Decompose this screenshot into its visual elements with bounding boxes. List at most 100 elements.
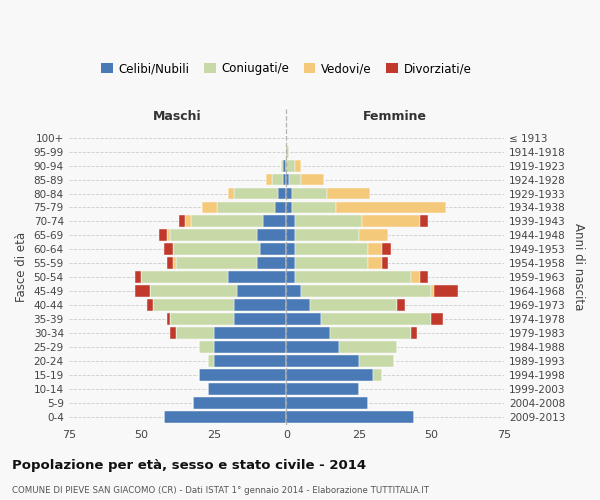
Bar: [420, 272, 428, 283]
Bar: [286, 411, 414, 422]
Bar: [286, 146, 289, 158]
Bar: [431, 286, 434, 297]
Bar: [359, 230, 388, 241]
Bar: [373, 369, 382, 381]
Bar: [420, 216, 428, 228]
Bar: [283, 174, 286, 186]
Legend: Celibi/Nubili, Coniugati/e, Vedovi/e, Divorziati/e: Celibi/Nubili, Coniugati/e, Vedovi/e, Di…: [96, 58, 476, 80]
Text: Femmine: Femmine: [363, 110, 427, 122]
Bar: [173, 244, 260, 256]
Bar: [286, 327, 330, 339]
Bar: [338, 341, 397, 353]
Bar: [167, 258, 173, 269]
Bar: [289, 174, 301, 186]
Bar: [286, 286, 301, 297]
Bar: [191, 216, 263, 228]
Bar: [136, 272, 141, 283]
Bar: [295, 258, 368, 269]
Bar: [286, 174, 289, 186]
Bar: [170, 230, 257, 241]
Bar: [217, 202, 275, 213]
Bar: [368, 244, 382, 256]
Bar: [292, 188, 327, 200]
Bar: [228, 188, 234, 200]
Bar: [158, 230, 167, 241]
Bar: [292, 202, 335, 213]
Bar: [431, 313, 443, 325]
Bar: [278, 188, 286, 200]
Bar: [208, 383, 286, 395]
Bar: [170, 313, 234, 325]
Bar: [286, 216, 295, 228]
Bar: [260, 244, 286, 256]
Bar: [234, 299, 286, 311]
Bar: [310, 299, 397, 311]
Bar: [214, 341, 286, 353]
Bar: [199, 341, 214, 353]
Bar: [173, 258, 176, 269]
Y-axis label: Fasce di età: Fasce di età: [15, 232, 28, 302]
Bar: [164, 244, 173, 256]
Bar: [368, 258, 382, 269]
Bar: [335, 202, 446, 213]
Bar: [295, 244, 368, 256]
Y-axis label: Anni di nascita: Anni di nascita: [572, 223, 585, 310]
Bar: [150, 286, 237, 297]
Bar: [295, 216, 362, 228]
Bar: [286, 369, 373, 381]
Bar: [257, 258, 286, 269]
Bar: [411, 327, 417, 339]
Bar: [179, 216, 185, 228]
Bar: [167, 313, 170, 325]
Bar: [295, 160, 301, 172]
Bar: [286, 230, 295, 241]
Bar: [286, 202, 292, 213]
Bar: [266, 174, 272, 186]
Bar: [153, 299, 234, 311]
Bar: [228, 272, 286, 283]
Bar: [286, 244, 295, 256]
Bar: [397, 299, 405, 311]
Bar: [286, 313, 321, 325]
Bar: [281, 160, 283, 172]
Text: Maschi: Maschi: [153, 110, 202, 122]
Bar: [295, 272, 411, 283]
Bar: [176, 258, 257, 269]
Bar: [321, 313, 431, 325]
Bar: [286, 383, 359, 395]
Bar: [214, 355, 286, 367]
Bar: [286, 341, 338, 353]
Bar: [362, 216, 420, 228]
Bar: [286, 160, 295, 172]
Bar: [164, 411, 286, 422]
Bar: [286, 299, 310, 311]
Bar: [202, 202, 217, 213]
Bar: [382, 244, 391, 256]
Bar: [382, 258, 388, 269]
Bar: [147, 299, 153, 311]
Bar: [301, 174, 324, 186]
Bar: [286, 258, 295, 269]
Bar: [257, 230, 286, 241]
Text: COMUNE DI PIEVE SAN GIACOMO (CR) - Dati ISTAT 1° gennaio 2014 - Elaborazione TUT: COMUNE DI PIEVE SAN GIACOMO (CR) - Dati …: [12, 486, 429, 495]
Bar: [199, 369, 286, 381]
Bar: [301, 286, 431, 297]
Bar: [193, 397, 286, 408]
Bar: [286, 397, 368, 408]
Bar: [434, 286, 458, 297]
Bar: [263, 216, 286, 228]
Bar: [327, 188, 370, 200]
Bar: [359, 355, 394, 367]
Bar: [283, 160, 286, 172]
Bar: [286, 355, 359, 367]
Bar: [170, 327, 176, 339]
Bar: [214, 327, 286, 339]
Bar: [136, 286, 150, 297]
Bar: [234, 188, 278, 200]
Bar: [330, 327, 411, 339]
Bar: [272, 174, 283, 186]
Bar: [286, 188, 292, 200]
Bar: [141, 272, 228, 283]
Bar: [237, 286, 286, 297]
Bar: [176, 327, 214, 339]
